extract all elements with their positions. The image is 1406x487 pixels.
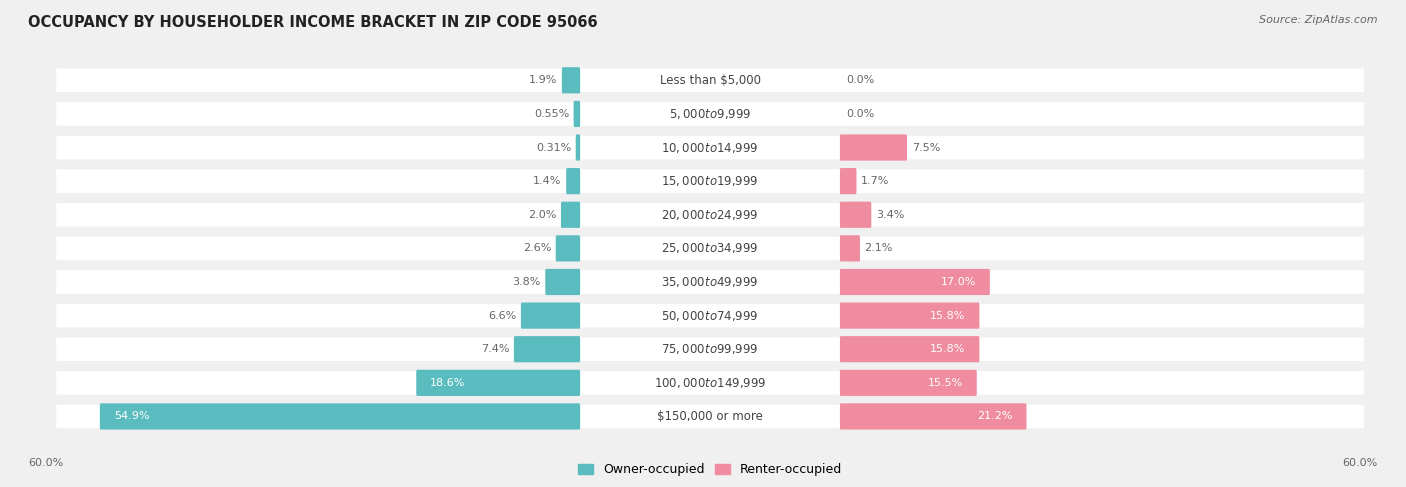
- Text: 7.4%: 7.4%: [481, 344, 509, 354]
- Text: 15.8%: 15.8%: [929, 344, 966, 354]
- Text: $100,000 to $149,999: $100,000 to $149,999: [654, 376, 766, 390]
- FancyBboxPatch shape: [416, 370, 581, 396]
- FancyBboxPatch shape: [100, 403, 581, 430]
- Text: $10,000 to $14,999: $10,000 to $14,999: [661, 141, 759, 154]
- Text: 21.2%: 21.2%: [977, 412, 1012, 421]
- FancyBboxPatch shape: [56, 270, 1364, 294]
- Text: $50,000 to $74,999: $50,000 to $74,999: [661, 309, 759, 322]
- Text: Less than $5,000: Less than $5,000: [659, 74, 761, 87]
- FancyBboxPatch shape: [56, 405, 1364, 428]
- FancyBboxPatch shape: [839, 269, 990, 295]
- Text: 0.0%: 0.0%: [846, 75, 875, 85]
- Text: 60.0%: 60.0%: [1343, 457, 1378, 468]
- FancyBboxPatch shape: [839, 202, 872, 228]
- Text: 15.5%: 15.5%: [928, 378, 963, 388]
- Text: 54.9%: 54.9%: [114, 412, 149, 421]
- Text: 15.8%: 15.8%: [929, 311, 966, 320]
- FancyBboxPatch shape: [839, 235, 860, 262]
- Text: 3.4%: 3.4%: [876, 210, 904, 220]
- Text: 1.9%: 1.9%: [529, 75, 557, 85]
- Text: 17.0%: 17.0%: [941, 277, 976, 287]
- Text: 0.0%: 0.0%: [846, 109, 875, 119]
- FancyBboxPatch shape: [56, 371, 1364, 394]
- FancyBboxPatch shape: [575, 134, 581, 161]
- FancyBboxPatch shape: [520, 302, 581, 329]
- FancyBboxPatch shape: [839, 134, 907, 161]
- FancyBboxPatch shape: [56, 69, 1364, 92]
- Text: 2.1%: 2.1%: [865, 244, 893, 253]
- Text: $15,000 to $19,999: $15,000 to $19,999: [661, 174, 759, 188]
- Text: OCCUPANCY BY HOUSEHOLDER INCOME BRACKET IN ZIP CODE 95066: OCCUPANCY BY HOUSEHOLDER INCOME BRACKET …: [28, 15, 598, 30]
- FancyBboxPatch shape: [839, 403, 1026, 430]
- FancyBboxPatch shape: [839, 336, 980, 362]
- FancyBboxPatch shape: [561, 202, 581, 228]
- Text: 0.55%: 0.55%: [534, 109, 569, 119]
- Legend: Owner-occupied, Renter-occupied: Owner-occupied, Renter-occupied: [574, 458, 846, 482]
- FancyBboxPatch shape: [56, 169, 1364, 193]
- Text: 1.7%: 1.7%: [860, 176, 890, 186]
- Text: Source: ZipAtlas.com: Source: ZipAtlas.com: [1260, 15, 1378, 25]
- FancyBboxPatch shape: [56, 237, 1364, 260]
- Text: 2.0%: 2.0%: [529, 210, 557, 220]
- FancyBboxPatch shape: [56, 337, 1364, 361]
- Text: $5,000 to $9,999: $5,000 to $9,999: [669, 107, 751, 121]
- FancyBboxPatch shape: [567, 168, 581, 194]
- Text: $20,000 to $24,999: $20,000 to $24,999: [661, 208, 759, 222]
- FancyBboxPatch shape: [56, 136, 1364, 159]
- FancyBboxPatch shape: [555, 235, 581, 262]
- FancyBboxPatch shape: [839, 168, 856, 194]
- Text: 60.0%: 60.0%: [28, 457, 63, 468]
- FancyBboxPatch shape: [546, 269, 581, 295]
- Text: 1.4%: 1.4%: [533, 176, 561, 186]
- Text: $25,000 to $34,999: $25,000 to $34,999: [661, 242, 759, 255]
- Text: $75,000 to $99,999: $75,000 to $99,999: [661, 342, 759, 356]
- FancyBboxPatch shape: [839, 370, 977, 396]
- Text: $150,000 or more: $150,000 or more: [657, 410, 763, 423]
- FancyBboxPatch shape: [574, 101, 581, 127]
- FancyBboxPatch shape: [56, 203, 1364, 226]
- Text: 6.6%: 6.6%: [488, 311, 516, 320]
- FancyBboxPatch shape: [515, 336, 581, 362]
- FancyBboxPatch shape: [56, 102, 1364, 126]
- FancyBboxPatch shape: [562, 67, 581, 94]
- FancyBboxPatch shape: [56, 304, 1364, 327]
- Text: $35,000 to $49,999: $35,000 to $49,999: [661, 275, 759, 289]
- Text: 18.6%: 18.6%: [430, 378, 465, 388]
- Text: 0.31%: 0.31%: [536, 143, 571, 152]
- Text: 3.8%: 3.8%: [512, 277, 541, 287]
- Text: 2.6%: 2.6%: [523, 244, 551, 253]
- Text: 7.5%: 7.5%: [911, 143, 941, 152]
- FancyBboxPatch shape: [839, 302, 980, 329]
